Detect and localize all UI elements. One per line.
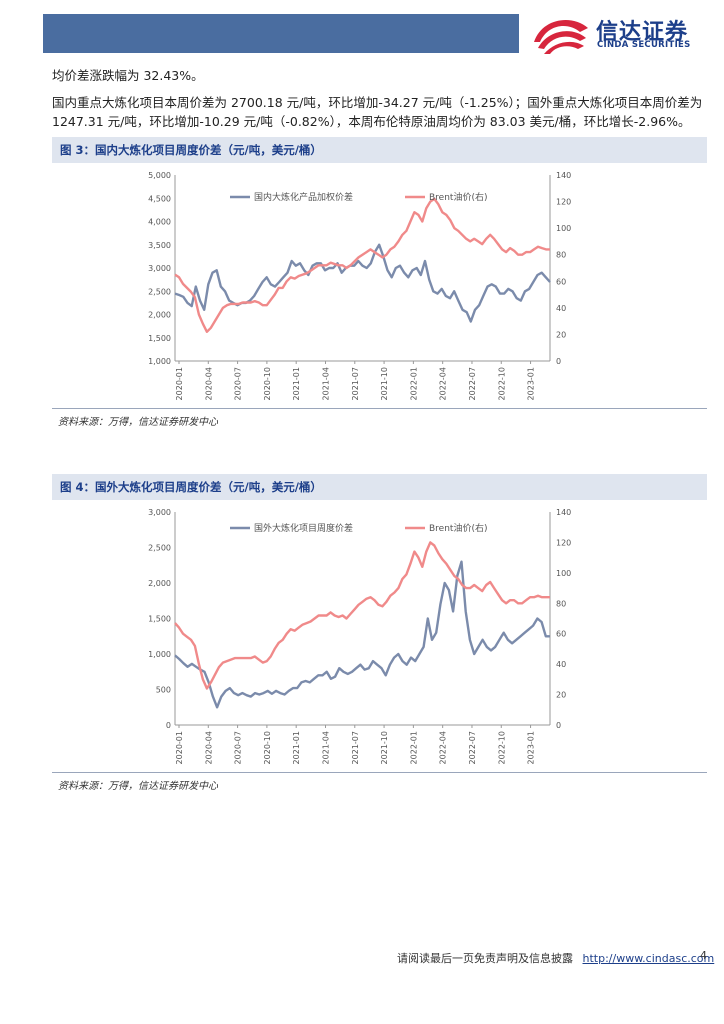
x-tick-label: 2021-07 [351, 367, 360, 400]
left-tick-label: 3,000 [148, 264, 171, 273]
x-tick-label: 2022-07 [468, 731, 477, 764]
x-tick-label: 2022-04 [439, 367, 448, 400]
left-tick-label: 4,000 [148, 218, 171, 227]
x-tick-label: 2021-07 [351, 731, 360, 764]
left-tick-label: 2,000 [148, 579, 171, 588]
x-tick-label: 2022-01 [409, 367, 418, 400]
x-tick-label: 2020-04 [204, 367, 213, 400]
right-tick-label: 120 [556, 198, 571, 207]
left-tick-label: 3,500 [148, 241, 171, 250]
left-tick-label: 500 [156, 686, 171, 695]
legend-label: Brent油价(右) [429, 191, 487, 203]
x-tick-label: 2022-01 [409, 731, 418, 764]
right-tick-label: 120 [556, 538, 571, 547]
right-tick-label: 40 [556, 660, 566, 669]
left-tick-label: 2,000 [148, 311, 171, 320]
x-tick-label: 2020-07 [234, 367, 243, 400]
figure4-source: 资料来源：万得，信达证券研发中心 [58, 781, 218, 792]
left-tick-label: 2,500 [148, 287, 171, 296]
logo-cn: 信达证券 [596, 20, 689, 45]
right-tick-label: 20 [556, 691, 566, 700]
paragraph-line-3: 1247.31 元/吨，环比增加-10.29 元/吨（-0.82%），本周布伦特… [52, 114, 691, 129]
x-tick-label: 2023-01 [527, 367, 536, 400]
header-bar [43, 14, 519, 53]
left-tick-label: 5,000 [148, 171, 171, 180]
paragraph-line-1: 均价差涨跌幅为 32.43%。 [52, 68, 204, 83]
x-tick-label: 2021-10 [380, 367, 389, 400]
figure3-divider [52, 408, 707, 409]
left-tick-label: 0 [166, 721, 171, 730]
x-tick-label: 2020-07 [234, 731, 243, 764]
left-tick-label: 4,500 [148, 194, 171, 203]
left-tick-label: 2,500 [148, 544, 171, 553]
right-tick-label: 60 [556, 277, 566, 286]
x-tick-label: 2021-01 [292, 731, 301, 764]
x-tick-label: 2021-04 [321, 731, 330, 764]
spread-series-line [174, 560, 550, 709]
footer: 请阅读最后一页免责声明及信息披露 http://www.cindasc.com [397, 950, 714, 966]
spread-series-line [174, 243, 551, 323]
footer-url-link[interactable]: http://www.cindasc.com [582, 952, 715, 965]
left-tick-label: 1,500 [148, 615, 171, 624]
right-tick-label: 60 [556, 630, 566, 639]
right-tick-label: 140 [556, 171, 571, 180]
x-tick-label: 2021-04 [321, 367, 330, 400]
right-tick-label: 80 [556, 251, 566, 260]
paragraph-line-2: 国内重点大炼化项目本周价差为 2700.18 元/吨，环比增加-34.27 元/… [52, 95, 703, 110]
x-tick-label: 2020-10 [263, 367, 272, 400]
right-tick-label: 20 [556, 330, 566, 339]
page-number: 4 [700, 949, 707, 962]
x-tick-label: 2022-10 [497, 367, 506, 400]
logo-en: CINDA SECURITIES [597, 40, 691, 50]
right-tick-label: 100 [556, 569, 571, 578]
logo: 信达证券 CINDA SECURITIES [528, 12, 708, 56]
left-tick-label: 1,000 [148, 357, 171, 366]
logo-mark-icon [534, 19, 588, 54]
left-tick-label: 1,000 [148, 650, 171, 659]
x-tick-label: 2022-04 [439, 731, 448, 764]
brent-series-line [174, 197, 550, 334]
brent-series-line [174, 541, 550, 690]
right-tick-label: 40 [556, 304, 566, 313]
x-tick-label: 2020-10 [263, 731, 272, 764]
figure4-title: 图 4：国外大炼化项目周度价差（元/吨，美元/桶） [60, 480, 322, 494]
figure4-title-bar: 图 4：国外大炼化项目周度价差（元/吨，美元/桶） [52, 474, 707, 500]
x-tick-label: 2022-10 [497, 731, 506, 764]
legend-label: Brent油价(右) [429, 522, 487, 534]
x-tick-label: 2023-01 [527, 731, 536, 764]
x-tick-label: 2020-01 [175, 367, 184, 400]
footer-disclaimer: 请阅读最后一页免责声明及信息披露 [397, 952, 573, 965]
right-tick-label: 80 [556, 599, 566, 608]
legend-label: 国外大炼化项目周度价差 [254, 522, 353, 534]
figure3-chart: 1,000 1,500 2,000 2,500 3,000 3,500 4,000 4,500… [148, 171, 571, 400]
x-tick-label: 2020-01 [175, 731, 184, 764]
x-tick-label: 2020-04 [204, 731, 213, 764]
figure3-title: 图 3：国内大炼化项目周度价差（元/吨，美元/桶） [60, 143, 322, 157]
figure3-source: 资料来源：万得，信达证券研发中心 [58, 417, 218, 428]
legend-label: 国内大炼化产品加权价差 [254, 191, 353, 203]
figure3-title-bar: 图 3：国内大炼化项目周度价差（元/吨，美元/桶） [52, 137, 707, 163]
x-tick-label: 2022-07 [468, 367, 477, 400]
figure4-chart: 0 500 1,000 1,500 2,000 2,500 3,000 0 20 40 60 80 10… [148, 508, 571, 764]
figure4-divider [52, 772, 707, 773]
right-tick-label: 0 [556, 721, 561, 730]
left-tick-label: 1,500 [148, 334, 171, 343]
x-tick-label: 2021-10 [380, 731, 389, 764]
x-tick-label: 2021-01 [292, 367, 301, 400]
right-tick-label: 0 [556, 357, 561, 366]
right-tick-label: 100 [556, 224, 571, 233]
right-tick-label: 140 [556, 508, 571, 517]
left-tick-label: 3,000 [148, 508, 171, 517]
